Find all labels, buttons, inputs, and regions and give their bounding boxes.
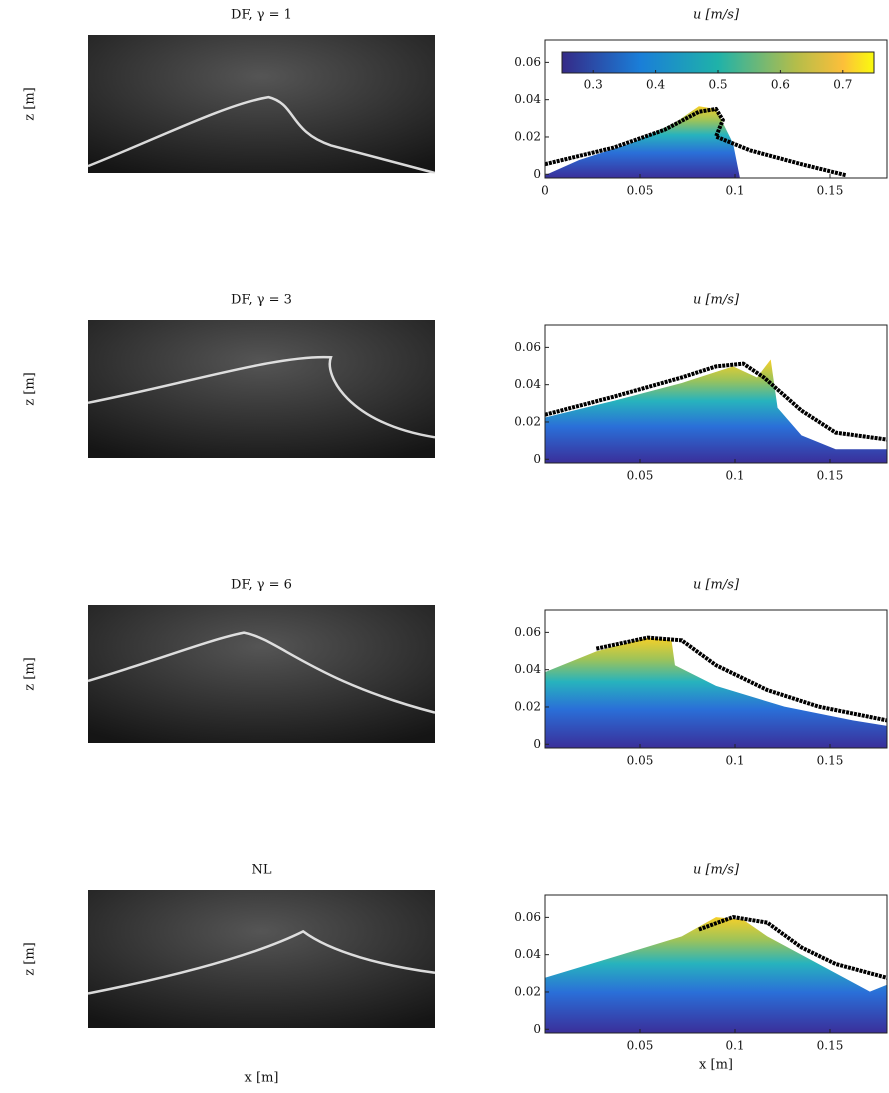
y-tick-label: 0.02: [514, 699, 541, 713]
velocity-field: [545, 106, 740, 178]
panel-title: u [m/s]: [693, 8, 740, 23]
panel-title: u [m/s]: [693, 863, 740, 878]
y-tick-label: 0.04: [514, 377, 541, 391]
y-tick-label: 0.02: [514, 984, 541, 998]
free-surface: [544, 106, 847, 178]
axes-box: [544, 894, 888, 1034]
free-surface: [595, 635, 888, 723]
y-tick-label: 0.04: [514, 662, 541, 676]
x-tick-label: 0.1: [725, 184, 744, 198]
y-axis-label: z [m]: [23, 87, 38, 120]
colorbar: [561, 51, 875, 74]
y-tick-label: 0.02: [514, 129, 541, 143]
y-tick-label: 0.02: [514, 414, 541, 428]
photo: [88, 320, 435, 458]
y-axis-label: z [m]: [23, 657, 38, 690]
panel-title: DF, γ = 6: [231, 578, 292, 593]
colorbar-tick-label: 0.6: [771, 78, 790, 92]
y-tick-label: 0.04: [514, 947, 541, 961]
y-tick-label: 0.04: [514, 92, 541, 106]
free-surface: [544, 361, 888, 442]
x-axis-label: x [m]: [245, 1071, 279, 1086]
panel-title: DF, γ = 1: [231, 8, 292, 23]
x-tick-label: 0.15: [817, 1039, 844, 1053]
colorbar-tick-label: 0.3: [584, 78, 603, 92]
photo: [88, 890, 435, 1028]
colorbar-tick-label: 0.7: [833, 78, 852, 92]
photo: [88, 35, 435, 173]
x-tick-label: 0.15: [817, 469, 844, 483]
wave-crest: [87, 929, 436, 995]
x-tick-label: 0.15: [817, 184, 844, 198]
x-tick-label: 0.05: [627, 469, 654, 483]
y-tick-label: 0: [533, 452, 541, 466]
axes-box: [544, 609, 888, 749]
y-tick-label: 0.06: [514, 55, 541, 69]
x-tick-label: 0.05: [627, 754, 654, 768]
y-tick-label: 0: [533, 167, 541, 181]
wave-crest: [87, 355, 436, 439]
axes-box: [544, 39, 888, 179]
y-tick-label: 0.06: [514, 625, 541, 639]
y-tick-label: 0: [533, 1022, 541, 1036]
y-tick-label: 0.06: [514, 910, 541, 924]
colorbar-tick-label: 0.4: [646, 78, 665, 92]
x-tick-label: 0.1: [725, 754, 744, 768]
panel-title: u [m/s]: [693, 578, 740, 593]
y-axis-label: z [m]: [23, 942, 38, 975]
y-axis-label: z [m]: [23, 372, 38, 405]
y-tick-label: 0.06: [514, 340, 541, 354]
colorbar-tick-label: 0.5: [708, 78, 727, 92]
velocity-field: [545, 917, 887, 1033]
free-surface: [698, 915, 888, 980]
axes-box: [544, 324, 888, 464]
y-tick-label: 0: [533, 737, 541, 751]
x-tick-label: 0.05: [627, 184, 654, 198]
velocity-field: [545, 637, 887, 748]
panel-title: DF, γ = 3: [231, 293, 292, 308]
x-tick-label: 0.1: [725, 469, 744, 483]
velocity-field: [545, 359, 887, 463]
wave-crest: [87, 631, 436, 714]
photo: [88, 605, 435, 743]
panel-title: NL: [251, 863, 271, 878]
x-axis-label: x [m]: [699, 1058, 733, 1073]
wave-crest: [87, 95, 436, 175]
x-tick-label: 0.05: [627, 1039, 654, 1053]
x-tick-label: 0: [541, 184, 549, 198]
x-tick-label: 0.15: [817, 754, 844, 768]
panel-title: u [m/s]: [693, 293, 740, 308]
x-tick-label: 0.1: [725, 1039, 744, 1053]
